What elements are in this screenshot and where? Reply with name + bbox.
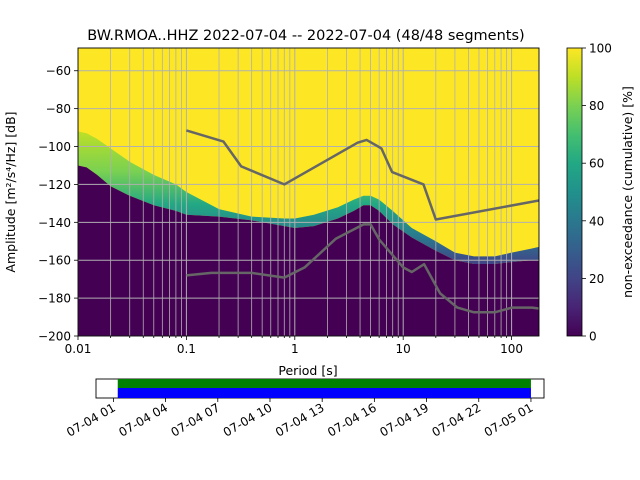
y-tick-label: −180 bbox=[38, 292, 71, 306]
y-axis-ticks: −200 −180 −160 −140 −120 −100 −80 −60 bbox=[38, 64, 78, 344]
y-tick-label: −60 bbox=[46, 64, 71, 78]
timeline-tick-label: 07-04 07 bbox=[169, 400, 223, 439]
psd-low-region bbox=[78, 165, 539, 336]
colorbar-ticks: 0 20 40 60 80 100 bbox=[582, 42, 612, 344]
plot-frame bbox=[77, 47, 540, 337]
colorbar-tick-label: 0 bbox=[589, 330, 597, 344]
timeline-tick-label: 07-04 13 bbox=[273, 400, 327, 439]
psd-transition-band bbox=[78, 131, 539, 264]
x-axis-ticks: 0.01 0.1 1 10 100 bbox=[65, 336, 523, 356]
y-tick-label: −80 bbox=[46, 102, 71, 116]
x-axis-label: Period [s] bbox=[278, 363, 337, 378]
colorbar-tick-label: 100 bbox=[589, 42, 612, 56]
colorbar bbox=[566, 47, 583, 337]
colorbar-tick-label: 40 bbox=[589, 214, 604, 228]
x-tick-label: 0.1 bbox=[177, 342, 196, 356]
timeline-bar-data-available bbox=[117, 379, 531, 388]
timeline-tick-label: 07-04 19 bbox=[377, 400, 431, 439]
y-tick-label: −100 bbox=[38, 140, 71, 154]
y-tick-label: −160 bbox=[38, 254, 71, 268]
timeline-tick-label: 07-04 01 bbox=[64, 400, 118, 439]
chart-title: BW.RMOA..HHZ 2022-07-04 -- 2022-07-04 (4… bbox=[87, 28, 524, 44]
timeline-tick-label: 07-04 16 bbox=[325, 400, 379, 439]
noise-model-lines bbox=[186, 129, 539, 314]
x-tick-label: 100 bbox=[500, 342, 523, 356]
timeline-tick-label: 07-04 10 bbox=[221, 400, 275, 439]
timeline-tick-label: 07-04 04 bbox=[116, 400, 170, 439]
grid bbox=[78, 48, 539, 336]
colorbar-tick-label: 60 bbox=[589, 157, 604, 171]
y-axis-label: Amplitude [m²/s⁴/Hz] [dB] bbox=[3, 111, 18, 272]
x-tick-label: 10 bbox=[396, 342, 411, 356]
nlnm-line bbox=[186, 223, 539, 314]
colorbar-label: non-exceedance (cumulative) [%] bbox=[620, 86, 635, 298]
timeline-tick-label: 07-05 01 bbox=[482, 400, 536, 439]
timeline-tick-label: 07-04 22 bbox=[430, 400, 484, 439]
x-tick-label: 0.01 bbox=[65, 342, 92, 356]
nhnm-line bbox=[186, 129, 539, 221]
x-tick-label: 1 bbox=[291, 342, 299, 356]
y-tick-label: −120 bbox=[38, 178, 71, 192]
colorbar-tick-label: 80 bbox=[589, 99, 604, 113]
y-tick-label: −200 bbox=[38, 330, 71, 344]
colorbar-tick-label: 20 bbox=[589, 272, 604, 286]
psd-plot-area bbox=[78, 48, 539, 336]
y-tick-label: −140 bbox=[38, 216, 71, 230]
timeline-bar-segments-used bbox=[117, 388, 531, 398]
